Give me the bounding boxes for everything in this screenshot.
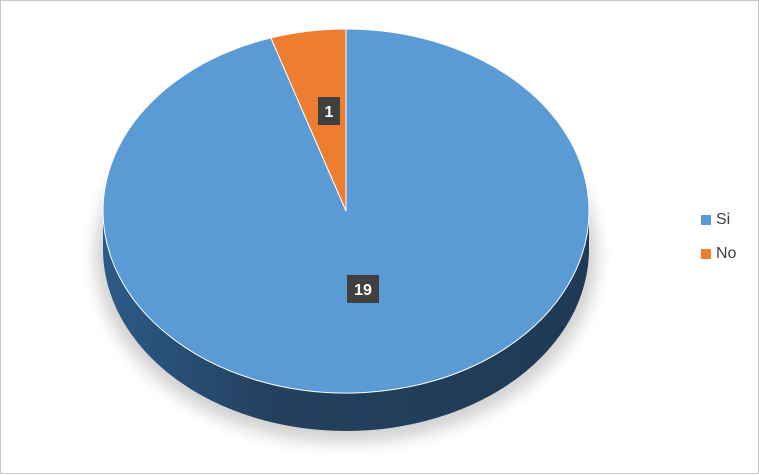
data-label-bg-no bbox=[318, 97, 340, 125]
legend-swatch-si bbox=[701, 215, 711, 225]
legend-swatch-no bbox=[701, 249, 711, 259]
legend-item-no: No bbox=[701, 245, 736, 263]
data-label-si: 19 bbox=[354, 282, 372, 299]
legend-label-si: Si bbox=[716, 211, 731, 228]
pie-side-si bbox=[103, 211, 589, 431]
pie-slice-no bbox=[270, 28, 347, 212]
legend-label-no: No bbox=[716, 245, 737, 262]
data-label-bg-si bbox=[347, 275, 379, 303]
legend-item-si: Si bbox=[701, 211, 730, 229]
data-label-no: 1 bbox=[325, 104, 334, 121]
legend: Si No bbox=[691, 203, 746, 273]
